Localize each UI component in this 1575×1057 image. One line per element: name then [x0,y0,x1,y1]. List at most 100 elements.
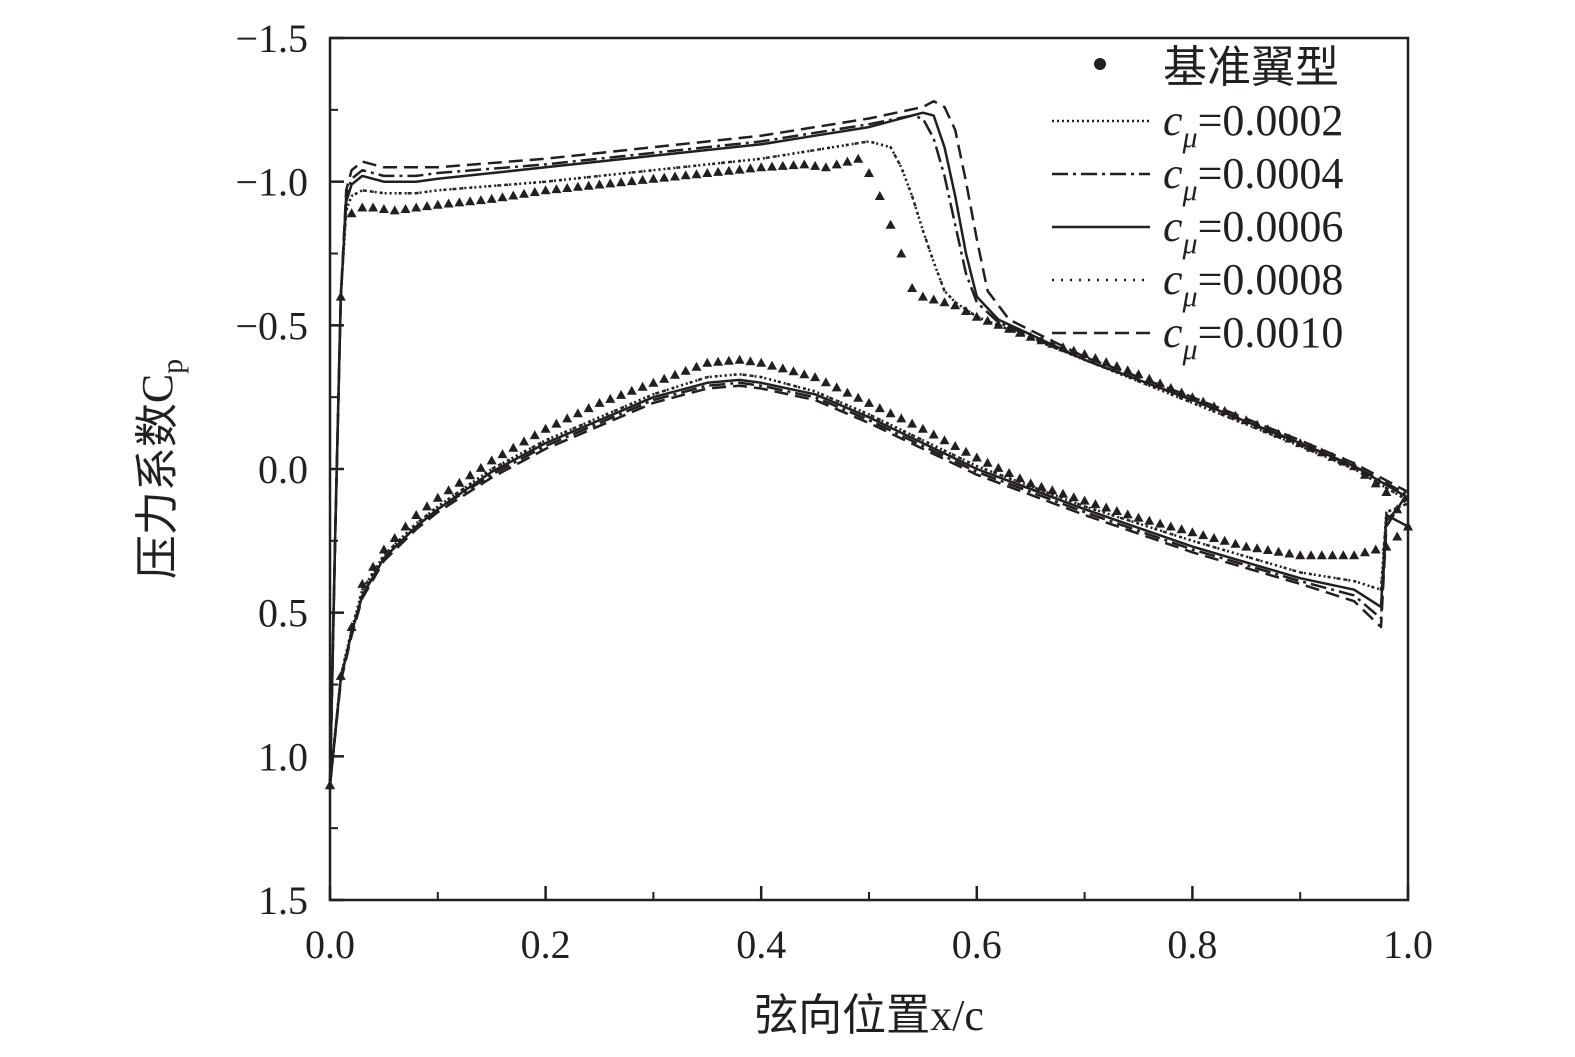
y-tick-label: −1.0 [235,160,308,205]
data-point-marker [1370,478,1381,488]
data-point-marker [1349,550,1360,560]
data-point-marker [885,219,896,229]
data-point-marker [389,533,400,542]
data-point-marker [691,169,702,179]
data-point-marker [411,510,422,519]
series-line-lower [328,384,1410,786]
legend-item: cμ=0.0002 [1052,96,1343,154]
series-line-upper [328,140,1409,786]
data-point-marker [896,413,907,423]
data-point-marker [540,185,551,195]
y-axis-ticks: −1.5 −1.0 −0.5 0.0 0.5 1.0 1.5 [235,16,344,923]
data-point-marker [993,462,1004,472]
data-point-marker [756,162,767,172]
data-point-marker [777,160,788,170]
legend-value: =0.0002 [1198,96,1344,145]
legend-value: =0.0006 [1198,202,1344,251]
data-point-marker [1370,544,1381,554]
data-point-marker [357,202,368,212]
data-point-marker [1014,473,1025,483]
data-point-marker [810,372,821,382]
series-line-lower [328,381,1409,786]
data-point-marker [928,294,939,304]
data-point-marker [670,369,680,379]
data-point-marker [788,366,799,376]
data-point-marker [389,205,400,215]
data-point-marker [659,373,670,383]
legend-marker [1094,58,1106,70]
data-point-marker [486,455,497,465]
data-point-marker [885,408,896,418]
data-point-marker [432,199,443,209]
legend-subscript: μ [1182,333,1198,366]
y-axis-title-sub: p [156,359,189,374]
data-point-marker [616,177,627,187]
data-point-marker [432,492,443,502]
data-point-marker [853,153,864,163]
data-point-marker [842,156,853,166]
data-point-marker [1316,550,1327,560]
data-point-marker [713,166,724,176]
data-point-marker [982,457,993,467]
y-axis-title: 压力系数Cp [133,359,189,579]
data-point-marker [551,184,562,194]
data-point-marker [799,369,810,379]
data-point-marker [1219,535,1230,545]
data-point-marker [734,354,745,364]
data-point-marker [1101,357,1112,367]
data-point-marker [1327,550,1338,560]
data-point-marker [680,365,691,375]
data-point-marker [756,357,767,367]
data-point-marker [1306,550,1316,560]
data-point-marker [680,170,691,180]
data-point-marker [1122,509,1133,519]
data-point-marker [637,381,648,391]
legend-label: cμ=0.0002 [1163,96,1343,154]
data-point-marker [368,561,379,571]
data-point-marker [519,188,529,198]
data-point-marker [1176,524,1187,534]
data-point-marker [950,300,961,310]
legend-value: =0.0010 [1198,308,1344,357]
data-point-marker [1241,541,1252,551]
legend-symbol: c [1163,149,1183,198]
data-point-marker [1004,468,1015,477]
data-point-marker [874,403,885,413]
data-point-marker [767,161,777,171]
data-point-marker [626,176,637,186]
series-line-lower [328,372,1409,786]
data-point-marker [864,397,874,407]
data-point-marker [648,377,659,387]
data-point-marker [745,356,756,366]
data-point-marker [529,187,540,196]
data-point-marker [896,248,907,258]
data-point-marker [454,197,465,207]
svg-text:压力系数Cp: 压力系数Cp [133,359,189,579]
data-point-marker [529,430,540,440]
data-point-marker [1198,530,1209,540]
data-point-marker [1058,488,1068,498]
data-point-marker [475,462,486,472]
data-point-marker [1165,521,1176,531]
data-point-marker [767,360,777,370]
data-point-marker [1392,531,1403,541]
series-3 [328,111,1409,786]
data-point-marker [961,446,971,456]
legend-item: cμ=0.0008 [1052,255,1343,313]
data-point-marker [723,165,734,175]
data-point-marker [961,306,971,315]
legend-subscript: μ [1182,174,1198,207]
data-point-marker [1079,349,1090,359]
data-point-marker [1133,512,1144,522]
series-layer [325,99,1413,790]
y-tick-label: −1.5 [235,16,308,61]
x-tick-label: 0.4 [736,922,786,967]
y-tick-label: 0.5 [258,591,308,636]
y-axis-title-main: 压力系数C [133,374,182,579]
legend-symbol: c [1163,308,1183,357]
data-point-marker [917,423,928,433]
data-point-marker [1273,546,1284,556]
data-point-marker [411,202,422,212]
data-point-marker [562,183,573,192]
